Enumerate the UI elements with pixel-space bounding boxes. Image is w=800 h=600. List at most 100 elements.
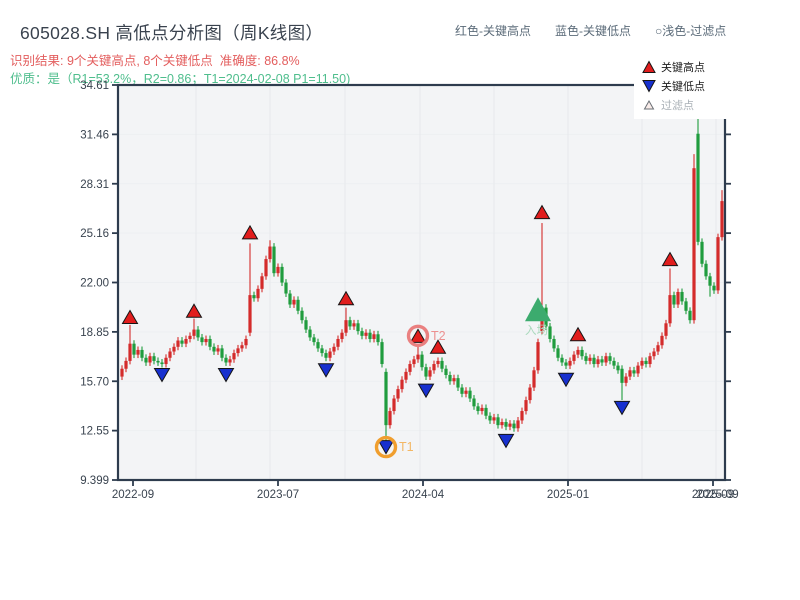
candle-body [492, 417, 496, 421]
candle-body [384, 371, 388, 426]
candle-body [460, 387, 464, 394]
candle-body [152, 356, 156, 361]
candle-body [504, 422, 508, 427]
candle-body [260, 276, 264, 289]
candle-body [328, 351, 332, 358]
candle-body [720, 201, 724, 238]
candle-body [448, 375, 452, 382]
candle-body [648, 356, 652, 365]
x-tick-label: 2025-09 [692, 489, 734, 501]
candle-body [436, 360, 440, 365]
entry-marker-icon [525, 297, 551, 322]
key-high-marker-icon [429, 339, 447, 354]
x-tick-label-overlap: 2025-09 [696, 489, 738, 501]
candle-body [244, 338, 248, 346]
candle-body [552, 338, 556, 349]
candle-body [188, 335, 192, 339]
candle-body [612, 360, 616, 366]
key-low-marker-icon [417, 383, 435, 399]
candle-body [256, 288, 260, 299]
candle-body [524, 400, 528, 412]
candle-body [248, 295, 252, 333]
candle-body [456, 378, 460, 388]
candle-body [548, 326, 552, 339]
candle-body [680, 291, 684, 302]
candle-body [164, 357, 168, 365]
candle-body [608, 356, 612, 361]
candle-body [480, 407, 484, 412]
candle-body [580, 349, 584, 357]
candle-body [628, 370, 632, 377]
candle-body [408, 364, 412, 372]
candle-body [488, 415, 492, 421]
candle-body [336, 338, 340, 347]
candle-body [272, 246, 276, 274]
key-low-marker-icon [153, 368, 171, 383]
candle-body [268, 246, 272, 260]
candle-body [312, 337, 316, 343]
candle-body [144, 357, 148, 363]
candle-body [232, 353, 236, 360]
candle-body [420, 354, 424, 368]
y-tick-label: 31.46 [80, 129, 109, 141]
y-tick-label: 22.00 [80, 278, 109, 290]
x-tick-label: 2022-09 [112, 489, 154, 501]
x-tick-label: 2023-07 [257, 489, 299, 501]
candle-body [240, 345, 244, 349]
candle-body [568, 360, 572, 366]
candle-body [476, 406, 480, 412]
key-high-marker-icon [121, 309, 139, 325]
candle-body [172, 346, 176, 352]
candle-body [668, 295, 672, 324]
candle-body [520, 411, 524, 421]
annotation-ring [406, 324, 430, 348]
candle-body [404, 371, 408, 380]
candle-body [564, 362, 568, 366]
candle-body [184, 338, 188, 344]
y-tick-label: 25.16 [80, 228, 109, 240]
candle-body [192, 329, 196, 336]
legend-light-up-triangle-icon [643, 99, 655, 110]
candle-body [352, 323, 356, 327]
candle-body [604, 356, 608, 363]
candle-body [364, 332, 368, 336]
key-low-marker-icon [557, 372, 575, 388]
candle-body [516, 420, 520, 429]
candle-body [124, 360, 128, 369]
candle-body [168, 351, 172, 358]
candle-body [204, 338, 208, 343]
candle-body [120, 368, 124, 377]
candle-body [176, 340, 180, 347]
candle-body [484, 407, 488, 416]
recognition-result-line: 识别结果: 9个关键高点, 8个关键低点 准确度: 86.8% [10, 54, 300, 68]
candle-body [212, 346, 216, 352]
candle-body [332, 346, 336, 352]
x-tick-label: 2025-01 [547, 489, 589, 501]
candle-body [464, 390, 468, 394]
candle-body [496, 417, 500, 426]
y-tick-label: 18.85 [80, 327, 109, 339]
candle-body [672, 295, 676, 305]
candle-body [712, 285, 716, 291]
candle-body [412, 359, 416, 365]
candle-body [148, 356, 152, 363]
note-light-filter-label: ○浅色-过滤点 [655, 24, 727, 38]
candle-body [304, 320, 308, 330]
candle-body [588, 357, 592, 361]
candle-body [320, 348, 324, 354]
candle-body [424, 367, 428, 377]
key-low-marker-icon [377, 440, 395, 455]
candle-body [696, 133, 700, 242]
y-tick-label: 28.31 [80, 179, 109, 191]
candle-body [400, 379, 404, 390]
candle-body [616, 365, 620, 371]
candle-body [620, 368, 624, 383]
candle-body [432, 364, 436, 371]
candle-body [500, 422, 504, 426]
candle-body [136, 349, 140, 355]
candle-body [236, 348, 240, 354]
candle-body [340, 332, 344, 339]
candle-body [660, 335, 664, 346]
candle-body [324, 353, 328, 358]
